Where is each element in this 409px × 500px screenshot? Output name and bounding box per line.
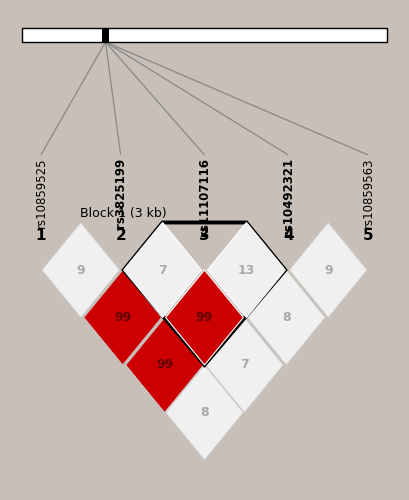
Polygon shape xyxy=(247,270,325,365)
Text: 2: 2 xyxy=(115,228,126,242)
Text: Block 1 (3 kb): Block 1 (3 kb) xyxy=(80,208,166,220)
Polygon shape xyxy=(166,270,243,365)
Polygon shape xyxy=(126,318,203,412)
Polygon shape xyxy=(208,222,285,318)
Polygon shape xyxy=(124,222,201,318)
Text: 99: 99 xyxy=(196,311,213,324)
Text: rs3825199: rs3825199 xyxy=(114,158,127,228)
Text: 4: 4 xyxy=(283,228,294,242)
Text: rs11107116: rs11107116 xyxy=(198,158,211,236)
Bar xyxy=(22,28,387,42)
Polygon shape xyxy=(166,365,243,460)
Bar xyxy=(102,28,109,42)
Text: 7: 7 xyxy=(158,264,167,276)
Polygon shape xyxy=(166,270,243,365)
Text: rs10859563: rs10859563 xyxy=(362,158,375,228)
Text: rs10492321: rs10492321 xyxy=(282,158,295,236)
Polygon shape xyxy=(124,222,201,318)
Polygon shape xyxy=(208,222,285,318)
Text: 99: 99 xyxy=(114,311,131,324)
Text: 8: 8 xyxy=(200,406,209,419)
Polygon shape xyxy=(290,222,367,318)
Text: 99: 99 xyxy=(156,358,173,372)
Text: 9: 9 xyxy=(76,264,85,276)
Text: 5: 5 xyxy=(363,228,373,242)
Text: 9: 9 xyxy=(324,264,333,276)
Polygon shape xyxy=(84,270,162,365)
Text: rs10859525: rs10859525 xyxy=(34,158,47,228)
Text: 8: 8 xyxy=(282,311,291,324)
Polygon shape xyxy=(206,318,283,412)
Text: 1: 1 xyxy=(36,228,46,242)
Text: 7: 7 xyxy=(240,358,249,372)
Polygon shape xyxy=(42,222,119,318)
Text: 3: 3 xyxy=(199,228,210,242)
Text: 13: 13 xyxy=(238,264,255,276)
